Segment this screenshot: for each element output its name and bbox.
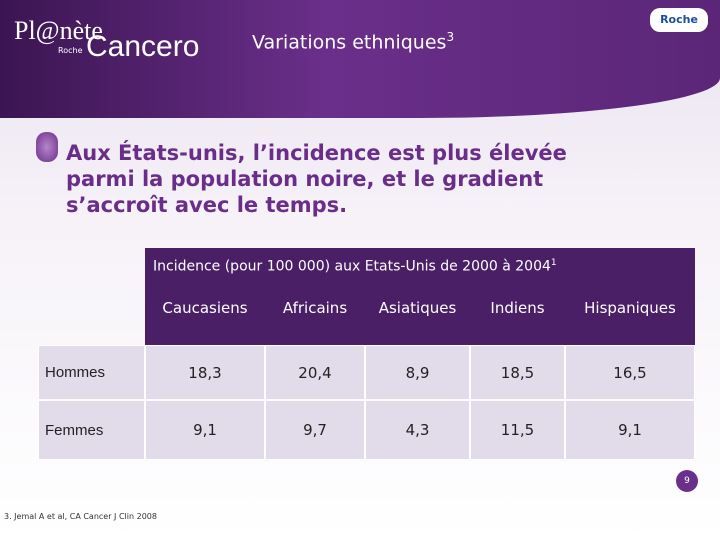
table-cell: 9,1	[145, 400, 265, 460]
table-cell: 9,7	[265, 400, 365, 460]
table-cell: 9,1	[565, 400, 695, 460]
table-cell: 4,3	[365, 400, 470, 460]
title-ref: 3	[446, 30, 455, 44]
caption-ref: 1	[550, 258, 557, 268]
caption-text: Incidence (pour 100 000) aux Etats-Unis …	[153, 258, 551, 275]
table-cell: 20,4	[265, 345, 365, 400]
title-text: Variations ethniques	[252, 31, 447, 54]
table-cell: 11,5	[470, 400, 565, 460]
column-header: Indiens	[490, 299, 545, 317]
bullet-icon	[36, 132, 58, 162]
logo: Pl@nète	[14, 16, 103, 45]
column-header: Hispaniques	[584, 299, 676, 317]
logo-sub: Roche	[58, 46, 83, 55]
brand: Cancero	[86, 30, 200, 63]
footnote: 3. Jemal A et al, CA Cancer J Clin 2008	[4, 512, 157, 521]
page-number: 9	[676, 470, 698, 492]
row-label: Femmes	[38, 400, 145, 460]
corner-logo: Roche	[650, 8, 708, 32]
table-cell: 18,5	[470, 345, 565, 400]
heading-line: parmi la population noire, et le gradien…	[66, 167, 544, 191]
heading-line: s’accroît avec le temps.	[66, 193, 348, 217]
table-cell: 16,5	[565, 345, 695, 400]
column-header: Asiatiques	[378, 299, 457, 317]
table-cell: 18,3	[145, 345, 265, 400]
row-label: Hommes	[38, 345, 145, 400]
table-header-bg	[145, 248, 695, 348]
table-caption: Incidence (pour 100 000) aux Etats-Unis …	[153, 258, 557, 275]
banner	[0, 0, 720, 118]
heading: Aux États-unis, l’incidence est plus éle…	[66, 140, 567, 218]
column-header: Africains	[282, 299, 348, 317]
column-header: Caucasiens	[162, 299, 248, 317]
heading-line: Aux États-unis, l’incidence est plus éle…	[66, 141, 567, 165]
slide-title: Variations ethniques3	[252, 30, 454, 53]
table-cell: 8,9	[365, 345, 470, 400]
